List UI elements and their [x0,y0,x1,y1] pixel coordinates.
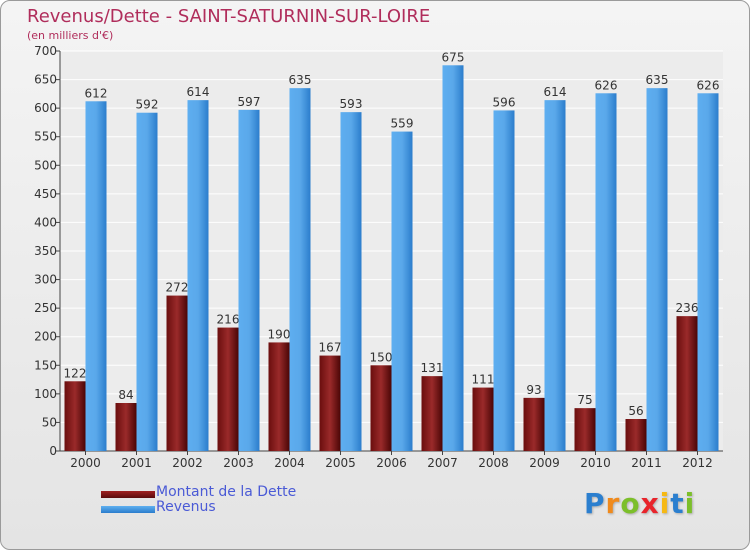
bar-dette [217,327,239,451]
x-tick-label: 2009 [529,456,560,470]
y-tick-label: 150 [34,358,57,372]
y-tick-label: 50 [42,415,57,429]
proxiti-logo: Proxiti [584,487,695,520]
x-tick-label: 2003 [223,456,254,470]
bar-revenus [646,88,668,452]
value-label-revenus: 593 [340,97,363,111]
y-tick-label: 700 [34,44,57,58]
logo-letter: i [684,487,696,520]
y-tick-label: 100 [34,387,57,401]
bar-revenus [493,110,515,451]
x-tick-label: 2007 [427,456,458,470]
value-label-dette: 190 [268,327,291,341]
bar-revenus [391,131,413,452]
legend-swatch-dette [101,491,155,498]
x-tick-label: 2005 [325,456,356,470]
bar-dette [268,342,290,451]
y-tick-label: 0 [49,444,57,458]
bar-revenus [340,112,362,452]
bar-dette [523,397,545,451]
value-label-dette: 84 [118,388,133,402]
value-label-dette: 111 [472,373,495,387]
bar-dette [319,355,341,451]
bar-dette [676,316,698,451]
x-tick-label: 2001 [121,456,152,470]
value-label-revenus: 559 [391,117,414,131]
bar-revenus [85,101,107,452]
logo-letter: t [670,487,685,520]
logo-letter: o [620,487,641,520]
bar-revenus [544,100,566,452]
bar-dette [574,408,596,451]
bar-revenus [595,93,617,452]
chart-title: Revenus/Dette - SAINT-SATURNIN-SUR-LOIRE [27,6,431,27]
bar-revenus [136,112,158,451]
y-tick-label: 250 [34,301,57,315]
value-label-dette: 75 [577,393,592,407]
chart-subtitle: (en milliers d'€) [27,29,114,42]
y-tick-label: 500 [34,158,57,172]
value-label-dette: 216 [217,313,240,327]
y-tick-label: 400 [34,215,57,229]
value-label-dette: 122 [64,366,87,380]
value-label-dette: 93 [526,383,541,397]
logo-letter: r [605,487,621,520]
bar-revenus [289,88,311,452]
value-label-revenus: 596 [493,95,516,109]
legend-label-dette: Montant de la Dette [156,484,297,500]
bar-dette [421,376,443,451]
y-tick-label: 450 [34,187,57,201]
bar-revenus [697,93,719,452]
value-label-dette: 150 [370,350,393,364]
bar-dette [370,365,392,451]
value-label-revenus: 635 [289,73,312,87]
bar-dette [64,381,86,451]
y-tick-label: 200 [34,330,57,344]
x-tick-label: 2012 [682,456,713,470]
value-label-revenus: 614 [187,85,210,99]
x-tick-label: 2011 [631,456,662,470]
x-tick-label: 2006 [376,456,407,470]
value-label-dette: 56 [628,404,643,418]
y-tick-label: 350 [34,244,57,258]
value-label-revenus: 614 [544,85,567,99]
legend-swatch-revenus [101,506,155,513]
value-label-revenus: 592 [136,98,159,112]
y-tick-label: 650 [34,73,57,87]
bar-revenus [187,100,209,452]
y-tick-label: 550 [34,130,57,144]
y-tick-label: 300 [34,273,57,287]
value-label-dette: 236 [676,301,699,315]
legend-label-revenus: Revenus [156,499,216,515]
value-label-revenus: 612 [85,86,108,100]
x-tick-label: 2010 [580,456,611,470]
value-label-revenus: 626 [697,78,720,92]
logo-letter: x [640,487,660,520]
x-tick-label: 2008 [478,456,509,470]
bar-revenus [238,109,260,451]
value-label-revenus: 597 [238,95,261,109]
x-tick-label: 2004 [274,456,305,470]
value-label-dette: 167 [319,341,342,355]
bar-dette [625,419,647,451]
bar-dette [472,387,494,451]
value-label-revenus: 635 [646,73,669,87]
value-label-dette: 272 [166,281,189,295]
bar-dette [115,403,137,451]
x-tick-label: 2002 [172,456,203,470]
value-label-dette: 131 [421,361,444,375]
bar-dette [166,295,188,451]
value-label-revenus: 626 [595,78,618,92]
logo-letter: i [659,487,671,520]
value-label-revenus: 675 [442,50,465,64]
logo-letter: P [584,487,606,520]
x-tick-label: 2000 [70,456,101,470]
bar-revenus [442,65,464,452]
y-tick-label: 600 [34,101,57,115]
